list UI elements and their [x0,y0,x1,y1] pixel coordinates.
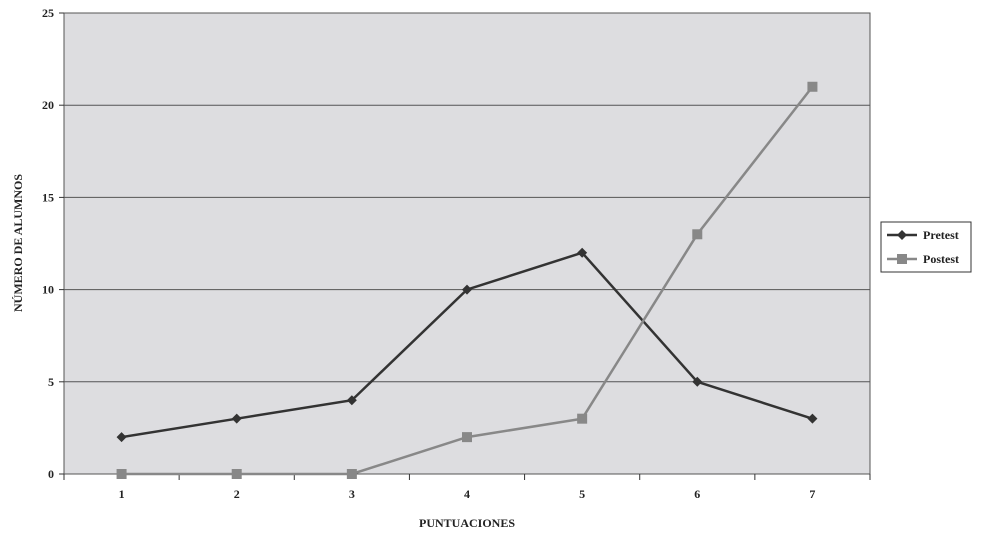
x-tick-label: 2 [234,487,240,501]
series-pretest [116,247,818,443]
y-tick-label: 5 [48,375,54,389]
x-tick-label: 3 [349,487,355,501]
y-tick-label: 0 [48,467,54,481]
data-point [807,81,818,92]
data-point [692,229,703,240]
data-point [116,469,127,479]
data-point [577,413,588,424]
data-point [462,432,472,443]
x-tick-label: 7 [809,487,815,501]
x-tick-label: 4 [464,487,470,501]
data-point [346,469,357,479]
data-point [692,376,703,387]
legend: Pretest Postest [880,221,972,273]
legend-label: Postest [923,252,959,266]
x-tick-label: 1 [119,487,125,501]
y-tick-label: 10 [42,283,54,297]
data-point [807,413,818,424]
x-axis: 1 2 3 4 5 6 7 [63,474,871,501]
y-tick-label: 25 [42,6,54,20]
legend-box [880,221,972,273]
data-point [116,432,127,443]
legend-marker [897,230,907,240]
gridlines [64,104,870,383]
data-point [462,284,472,295]
series-layer [116,81,818,479]
legend-marker [897,254,907,264]
data-point [231,469,242,479]
legend-entry-postest: Postest [887,252,959,266]
y-axis-title: NÚMERO DE ALUMNOS [11,174,25,312]
data-point [346,395,357,406]
x-tick-label: 6 [694,487,700,501]
data-point [577,247,588,258]
legend-label: Pretest [923,228,959,242]
series-postest [116,81,818,479]
legend-entry-pretest: Pretest [887,228,959,242]
y-tick-label: 20 [42,98,54,112]
y-tick-label: 15 [42,190,54,204]
y-axis: 0 5 10 15 20 25 [42,6,64,481]
plot-area [63,12,871,475]
x-axis-title: PUNTUACIONES [419,516,515,530]
x-tick-label: 5 [579,487,585,501]
data-point [231,413,242,424]
